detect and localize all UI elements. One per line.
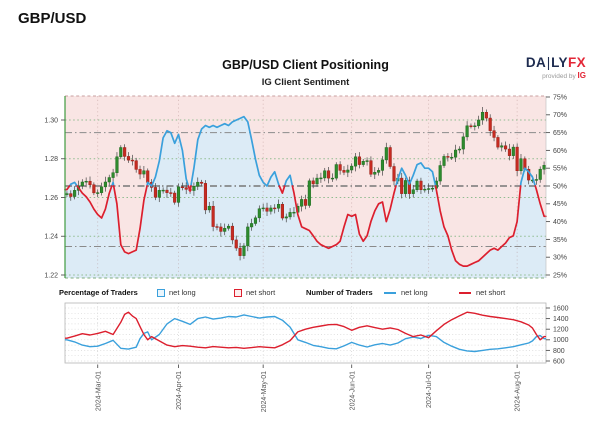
date-labels: 2024-Mar-01 2024-Apr-01 2024-May-01 2024-Ju… (95, 364, 522, 412)
net-short-pct-line (76, 185, 113, 219)
traders-lines (65, 311, 546, 353)
svg-text:40%: 40% (553, 219, 567, 226)
svg-text:60%: 60% (553, 148, 567, 155)
chart-title: GBP/USD Client Positioning (222, 58, 389, 72)
net-short-pct-line (434, 185, 522, 267)
net-long-area (65, 116, 546, 278)
net-short-pct-line (534, 185, 547, 218)
net-short-pct-line (64, 185, 71, 191)
svg-text:1.22: 1.22 (44, 272, 58, 279)
legend-pct-traders-label: Percentage of Traders (59, 288, 138, 297)
legend-net-short-count: net short (476, 288, 506, 297)
net-long-pct-line (519, 167, 537, 187)
net-long-pct-line (110, 181, 115, 187)
main-axes (64, 95, 547, 279)
provided-by-ig: provided by IG (542, 70, 586, 80)
legend-net-long-pct: net long (169, 288, 196, 297)
svg-text:65%: 65% (553, 130, 567, 137)
date-label: 2024-Mar-01 (95, 371, 102, 411)
net-short-swatch-icon (234, 289, 242, 297)
svg-text:1000: 1000 (553, 337, 569, 344)
date-label: 2024-Jul-01 (426, 371, 433, 408)
net-long-pct-line (395, 162, 437, 187)
svg-text:1400: 1400 (553, 316, 569, 323)
svg-text:75%: 75% (553, 94, 567, 101)
date-label: 2024-May-01 (261, 371, 268, 412)
svg-text:1.26: 1.26 (44, 195, 58, 202)
svg-text:30%: 30% (553, 255, 567, 262)
dailyfx-logo-wordmark: DA|LYFX (525, 55, 586, 70)
date-label: 2024-Jun-01 (349, 371, 356, 410)
svg-text:45%: 45% (553, 201, 567, 208)
net-long-pct-line (146, 129, 190, 187)
svg-text:55%: 55% (553, 166, 567, 173)
svg-text:70%: 70% (553, 112, 567, 119)
legend-net-short-pct: net short (246, 288, 276, 297)
date-label: 2024-Aug-01 (515, 371, 522, 412)
traders-grid (64, 302, 547, 364)
chart-subtitle: IG Client Sentiment (261, 77, 350, 88)
net-short-pct-line (291, 185, 397, 250)
svg-text:1.30: 1.30 (44, 117, 58, 124)
sentiment-areas (65, 96, 546, 278)
net-long-swatch-icon (157, 289, 165, 297)
net-short-pct-line (112, 185, 148, 255)
svg-text:25%: 25% (553, 272, 567, 279)
legend-num-traders-label: Number of Traders (306, 288, 373, 297)
svg-text:1.24: 1.24 (44, 234, 58, 241)
svg-text:1600: 1600 (553, 305, 569, 312)
dailyfx-logo: DA|LYFX provided by IG (526, 56, 586, 80)
net-long-pct-line (190, 115, 281, 187)
net-long-pct-line (283, 174, 294, 187)
net-short-pct-line (278, 185, 286, 194)
svg-text:35%: 35% (553, 237, 567, 244)
sentiment-line-layer (64, 115, 547, 267)
legend-net-long-count: net long (401, 288, 428, 297)
svg-text:1.28: 1.28 (44, 156, 58, 163)
pct-axis-labels: 75% 70% 65% 60% 55% 50% 45% 40% 35% 30% 25% (546, 94, 567, 279)
traders-axis-labels: 1600 1400 1200 1000 800 600 (546, 305, 569, 365)
candles-layer (65, 107, 546, 261)
price-axis-labels: 1.30 1.28 1.26 1.24 1.22 (44, 117, 65, 279)
svg-text:1200: 1200 (553, 327, 569, 334)
net-short-line-icon (459, 292, 471, 295)
traders-line-net-short (65, 311, 546, 349)
svg-text:50%: 50% (553, 183, 567, 190)
net-short-area (65, 96, 546, 267)
traders-line-net-long (65, 314, 546, 353)
net-long-line-icon (384, 292, 396, 295)
net-short-pct-line (187, 185, 192, 193)
svg-text:600: 600 (553, 358, 565, 365)
net-long-pct-line (68, 181, 79, 187)
date-label: 2024-Apr-01 (176, 371, 183, 410)
page-title: GBP/USD (18, 10, 87, 27)
svg-text:800: 800 (553, 348, 565, 355)
